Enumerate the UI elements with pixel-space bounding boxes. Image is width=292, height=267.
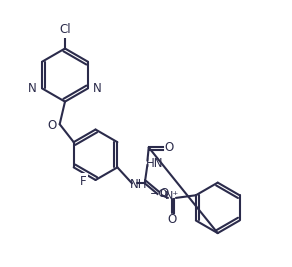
Text: N: N <box>28 82 37 95</box>
Text: HN: HN <box>146 157 164 170</box>
Text: −O: −O <box>150 189 168 199</box>
Text: O: O <box>47 119 56 132</box>
Text: N⁺: N⁺ <box>165 191 179 201</box>
Text: O: O <box>165 141 174 154</box>
Text: Cl: Cl <box>59 23 71 36</box>
Text: O: O <box>167 213 177 226</box>
Text: F: F <box>80 175 87 188</box>
Text: N: N <box>93 82 102 95</box>
Text: O: O <box>159 187 169 201</box>
Text: NH: NH <box>130 178 147 191</box>
